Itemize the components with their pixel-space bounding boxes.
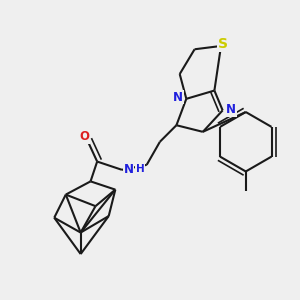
Text: N: N	[124, 163, 134, 176]
Text: H: H	[136, 164, 145, 174]
Text: N: N	[173, 91, 183, 104]
Text: S: S	[218, 37, 228, 51]
Text: O: O	[79, 130, 89, 143]
Text: N: N	[226, 103, 236, 116]
